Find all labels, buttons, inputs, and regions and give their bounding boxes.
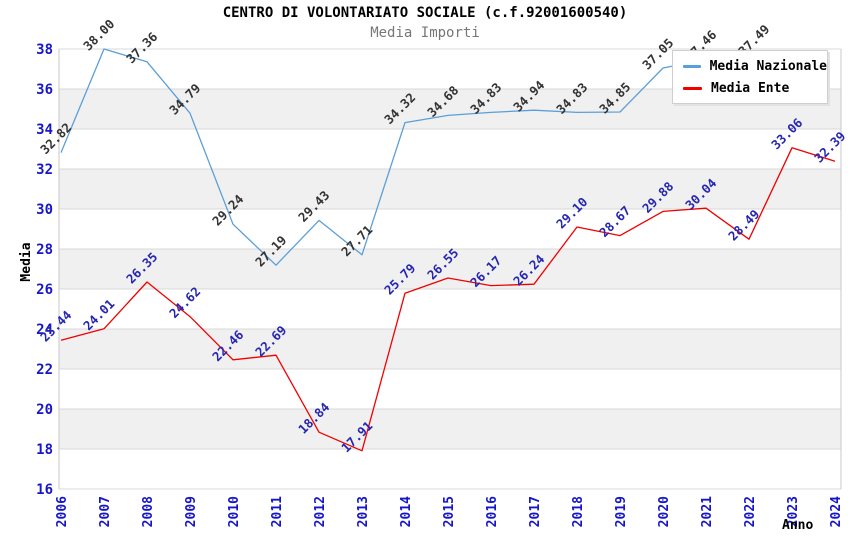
- x-tick-label: 2008: [141, 496, 156, 527]
- y-tick-label: 28: [36, 242, 53, 258]
- grid-band: [59, 409, 841, 449]
- y-tick-label: 34: [36, 122, 53, 138]
- x-tick-label: 2013: [356, 496, 371, 527]
- legend-item-media-nazionale: Media Nazionale: [683, 59, 827, 74]
- x-tick-label: 2011: [270, 496, 285, 527]
- y-tick-label: 22: [36, 362, 53, 378]
- data-label: 28.49: [725, 206, 762, 243]
- series-line-media-ente: [60, 147, 836, 452]
- series-line-media-nazionale: [60, 48, 750, 266]
- y-tick-label: 38: [36, 42, 53, 58]
- x-tick-label: 2009: [184, 496, 199, 527]
- x-tick-label: 2015: [442, 496, 457, 527]
- x-tick-label: 2007: [98, 496, 113, 527]
- legend-swatch-media-ente: [683, 86, 702, 90]
- x-tick-label: 2010: [227, 496, 242, 527]
- x-tick-label: 2018: [571, 496, 586, 527]
- x-tick-label: 2021: [700, 496, 715, 527]
- y-axis-title: Media: [19, 242, 34, 281]
- x-tick-label: 2022: [743, 496, 758, 527]
- data-label: 38.00: [80, 16, 117, 53]
- y-tick-label: 24: [36, 322, 53, 338]
- x-tick-label: 2019: [614, 496, 629, 527]
- x-tick-label: 2014: [399, 496, 414, 527]
- grid-band: [59, 169, 841, 209]
- x-tick-label: 2012: [313, 496, 328, 527]
- y-tick-label: 16: [36, 482, 53, 498]
- y-tick-label: 20: [36, 402, 53, 418]
- x-axis-title: Anno: [782, 518, 813, 533]
- legend-swatch-media-nazionale: [683, 64, 701, 68]
- y-tick-label: 36: [36, 82, 53, 98]
- chart-subtitle: Media Importi: [370, 25, 480, 41]
- legend: Media Nazionale Media Ente: [672, 50, 828, 104]
- y-tick-label: 26: [36, 282, 53, 298]
- y-tick-label: 32: [36, 162, 53, 178]
- x-tick-label: 2024: [829, 496, 844, 527]
- legend-label: Media Nazionale: [709, 58, 827, 74]
- y-tick-label: 18: [36, 442, 53, 458]
- legend-label: Media Ente: [711, 80, 790, 96]
- grid-band: [59, 329, 841, 369]
- x-tick-label: 2017: [528, 496, 543, 527]
- legend-item-media-ente: Media Ente: [683, 81, 827, 96]
- x-tick-label: 2023: [786, 496, 801, 527]
- x-tick-label: 2016: [485, 496, 500, 527]
- chart-title: CENTRO DI VOLONTARIATO SOCIALE (c.f.9200…: [222, 5, 628, 21]
- grid-band: [59, 249, 841, 289]
- y-tick-label: 30: [36, 202, 53, 218]
- x-tick-label: 2020: [657, 496, 672, 527]
- data-label: 24.01: [80, 296, 117, 333]
- x-tick-label: 2006: [55, 496, 70, 527]
